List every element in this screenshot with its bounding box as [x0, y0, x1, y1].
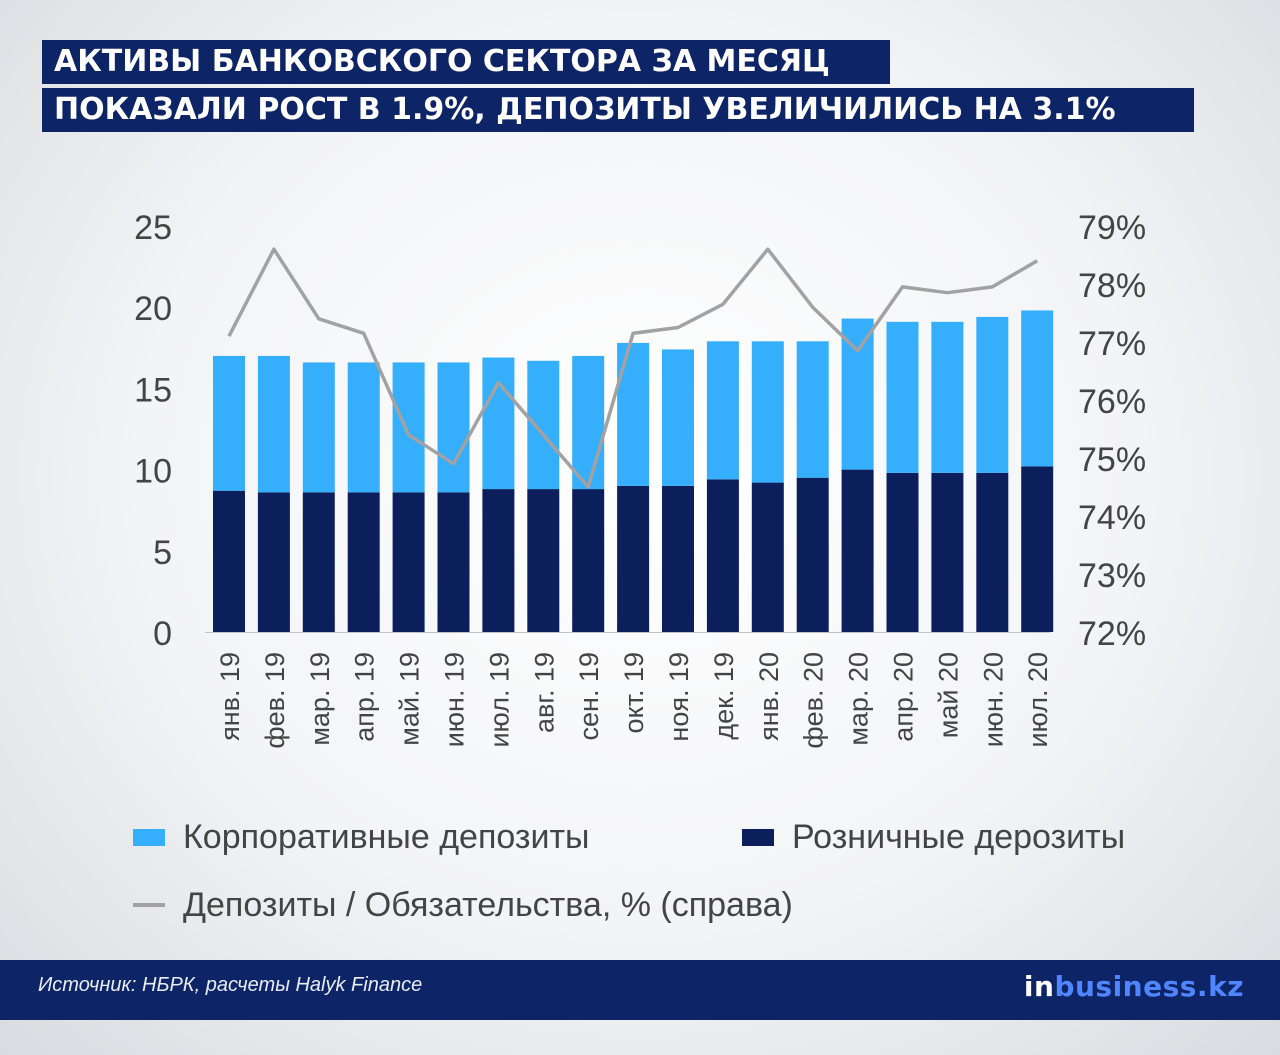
right-tick-label: 73% [1078, 557, 1146, 595]
bar-retail [841, 469, 874, 632]
bar-corporate [976, 316, 1009, 473]
x-tick-label: фев. 20 [799, 652, 829, 749]
legend-corporate: Корпоративные депозиты [133, 817, 590, 857]
deposits-chart: 0 5 10 15 20 25 72% 73% 74% 75% 76% 77% 78% 79% янв.… [134, 209, 1146, 749]
bar-retail [886, 472, 919, 632]
bar-corporate [437, 362, 470, 493]
x-tick-label: май. 19 [395, 652, 425, 746]
right-tick-label: 79% [1078, 209, 1146, 247]
bar-corporate [392, 362, 425, 493]
left-tick-label: 0 [153, 615, 172, 653]
legend-ratio: Депозиты / Обязательства, % (справа) [133, 885, 793, 925]
bar-retail [392, 492, 425, 632]
bar-retail [1021, 466, 1054, 632]
bar-retail [572, 489, 605, 632]
legend-corporate-label: Корпоративные депозиты [183, 817, 590, 856]
left-tick-label: 5 [153, 534, 172, 572]
bar-retail [796, 477, 829, 632]
bar-retail [213, 490, 245, 632]
right-tick-label: 75% [1078, 441, 1146, 479]
x-tick-label: янв. 19 [215, 652, 245, 741]
x-tick-label: июн. 20 [978, 652, 1008, 747]
bar-corporate [257, 355, 290, 493]
bar-corporate [886, 321, 919, 473]
bar-retail [976, 472, 1009, 632]
bar-retail [482, 489, 515, 632]
x-tick-label: авг. 19 [529, 652, 559, 733]
x-tick-label: июл. 19 [484, 652, 514, 748]
left-tick-label: 25 [134, 209, 172, 247]
bar-corporate [931, 321, 964, 473]
legend-retail-label: Розничные дерозиты [792, 817, 1126, 856]
x-tick-label: мар. 20 [844, 652, 874, 746]
brand-logo: inbusiness.kz [1024, 970, 1244, 1003]
bar-corporate [527, 360, 560, 490]
right-tick-label: 72% [1078, 615, 1146, 653]
bar-corporate [572, 355, 605, 490]
bar-retail [931, 472, 964, 632]
x-tick-label: май 20 [933, 652, 963, 738]
bar-corporate [347, 362, 380, 493]
x-tick-label: ноя. 19 [664, 652, 694, 742]
legend-ratio-swatch [133, 903, 165, 907]
legend-corporate-swatch [133, 828, 165, 846]
right-tick-label: 74% [1078, 499, 1146, 537]
x-tick-label: июл. 20 [1023, 652, 1053, 748]
right-tick-label: 77% [1078, 325, 1146, 363]
legend-retail-swatch [742, 828, 774, 846]
bar-corporate [302, 362, 335, 493]
right-tick-label: 78% [1078, 267, 1146, 305]
x-tick-label: фев. 19 [260, 652, 290, 749]
bar-corporate [617, 342, 650, 486]
ratio-line-group [227, 247, 1039, 489]
title-line-1: АКТИВЫ БАНКОВСКОГО СЕКТОРА ЗА МЕСЯЦ [42, 40, 890, 84]
x-tick-label: мар. 19 [305, 652, 335, 746]
x-tick-label: янв. 20 [754, 652, 784, 741]
footer-bar: Источник: НБРК, расчеты Halyk Finance in… [0, 960, 1280, 1020]
legend-retail: Розничные дерозиты [742, 817, 1125, 857]
left-tick-label: 15 [134, 371, 172, 409]
bar-corporate [706, 341, 739, 480]
left-tick-label: 10 [134, 453, 172, 491]
bar-corporate [482, 357, 515, 490]
bar-corporate [796, 341, 829, 478]
bar-retail [257, 492, 290, 632]
bar-retail [706, 479, 739, 632]
x-tick-label: апр. 19 [350, 652, 380, 742]
bar-retail [527, 489, 560, 632]
bar-corporate [1021, 310, 1054, 467]
right-axis: 72% 73% 74% 75% 76% 77% 78% 79% [1078, 209, 1146, 653]
bar-retail [302, 492, 335, 632]
bar-retail [751, 482, 784, 632]
x-tick-label: дек. 19 [709, 652, 739, 740]
x-tick-label: июн. 19 [440, 652, 470, 747]
bar-corporate [751, 341, 784, 483]
bars-group [205, 310, 1054, 633]
left-tick-label: 20 [134, 290, 172, 328]
bar-corporate [662, 349, 694, 486]
x-tick-label: сен. 19 [574, 652, 604, 740]
brand-prefix: in [1023, 970, 1055, 1003]
x-axis: янв. 19 фев. 19 мар. 19 апр. 19 май. 19 июн. … [215, 652, 1053, 749]
legend-ratio-label: Депозиты / Обязательства, % (справа) [183, 885, 793, 924]
left-axis: 0 5 10 15 20 25 [134, 209, 172, 653]
title-line-2: ПОКАЗАЛИ РОСТ В 1.9%, ДЕПОЗИТЫ УВЕЛИЧИЛИ… [42, 88, 1194, 132]
bar-retail [617, 485, 650, 632]
bar-corporate [841, 318, 874, 470]
bar-retail [347, 492, 380, 632]
bar-retail [662, 485, 694, 632]
bar-corporate [213, 355, 245, 491]
brand-rest: business.kz [1054, 970, 1244, 1003]
x-tick-label: апр. 20 [889, 652, 919, 742]
bar-retail [437, 492, 470, 632]
x-tick-label: окт. 19 [619, 652, 649, 734]
right-tick-label: 76% [1078, 383, 1146, 421]
source-note: Источник: НБРК, расчеты Halyk Finance [38, 974, 423, 996]
